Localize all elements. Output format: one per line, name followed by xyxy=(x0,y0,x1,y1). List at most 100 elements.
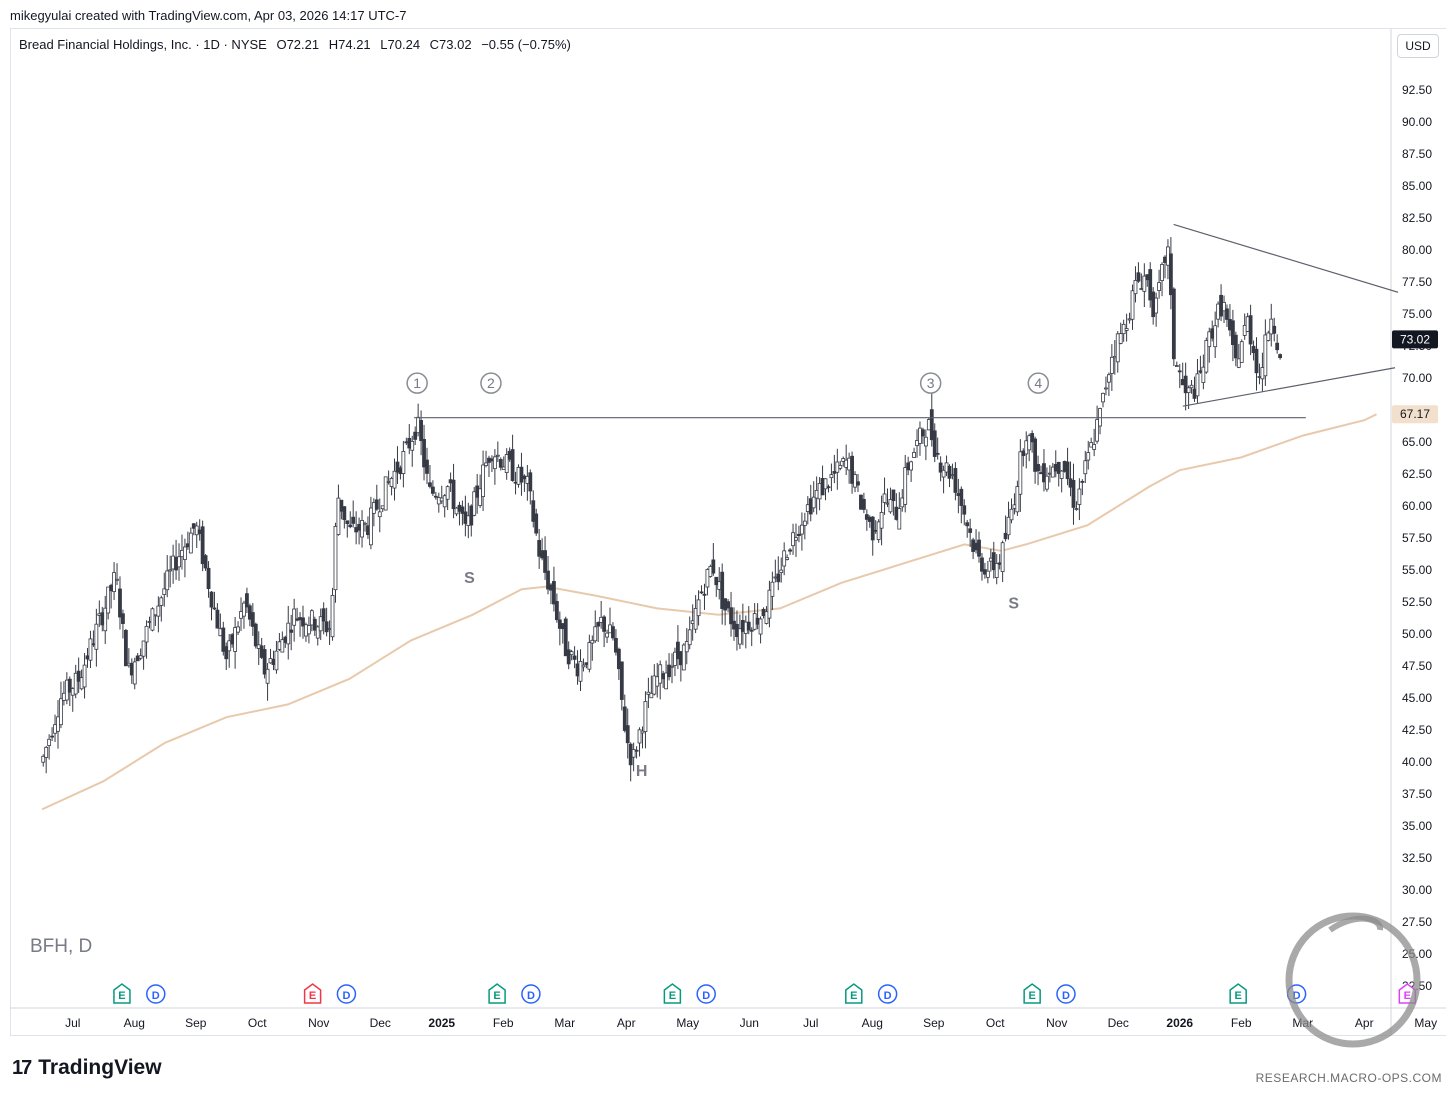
candle-body xyxy=(1027,435,1032,451)
candle-body xyxy=(242,602,246,617)
candle-body xyxy=(805,504,810,512)
dividend-marker xyxy=(1056,984,1076,1004)
y-tick-label: 85.00 xyxy=(1402,179,1432,193)
candle-body xyxy=(307,625,311,635)
candle-body xyxy=(138,655,143,659)
candle-body xyxy=(826,486,831,489)
candle-body xyxy=(652,675,657,695)
candle-body xyxy=(312,618,317,631)
chart-frame xyxy=(10,28,1446,1036)
currency-button[interactable]: USD xyxy=(1397,34,1439,58)
candle-body xyxy=(1186,387,1191,393)
candle-body xyxy=(953,468,958,493)
candle-body xyxy=(1216,303,1221,320)
candle-body xyxy=(398,467,403,475)
candle-body xyxy=(1133,280,1138,295)
x-tick-label: May xyxy=(1414,1016,1437,1030)
candle-body xyxy=(743,621,748,634)
candle-body xyxy=(1239,341,1244,363)
research-watermark: RESEARCH.MACRO-OPS.COM xyxy=(1255,1071,1442,1085)
candle-body xyxy=(861,498,866,510)
y-tick-label: 45.00 xyxy=(1402,691,1432,705)
candle-body xyxy=(233,627,238,652)
candle-body xyxy=(1045,475,1049,490)
candle-body xyxy=(897,508,902,530)
x-tick-label: Dec xyxy=(370,1016,391,1030)
candle-body xyxy=(298,617,302,621)
candle-body xyxy=(183,546,187,560)
y-tick-label: 90.00 xyxy=(1402,115,1432,129)
candle-body xyxy=(180,549,184,558)
candle-body xyxy=(495,454,500,457)
candle-body xyxy=(286,622,291,645)
candle-body xyxy=(389,478,394,487)
candle-body xyxy=(82,664,87,688)
candle-body xyxy=(91,643,96,646)
candle-body xyxy=(247,605,252,620)
candle-body xyxy=(1124,328,1129,331)
candle-body xyxy=(885,502,890,505)
candle-body xyxy=(678,651,683,666)
candle-body xyxy=(965,522,970,527)
earnings-marker xyxy=(1229,983,1247,1004)
y-tick-label: 80.00 xyxy=(1402,243,1432,257)
candle-body xyxy=(256,644,261,649)
candle-body xyxy=(726,601,730,609)
candle-body xyxy=(177,556,181,568)
candle-body xyxy=(791,532,795,547)
event-marker-label: D xyxy=(884,990,892,1002)
candle-body xyxy=(327,628,332,631)
candle-body xyxy=(941,469,946,478)
candle-body xyxy=(696,599,701,617)
candle-body xyxy=(466,515,471,526)
tradingview-logo[interactable]: 17 TradingView xyxy=(12,1056,162,1080)
candle-body xyxy=(1257,376,1262,378)
candle-body xyxy=(277,641,282,650)
candle-body xyxy=(1180,379,1185,386)
candle-body xyxy=(785,557,790,560)
candle-body xyxy=(923,436,928,447)
candle-body xyxy=(85,655,90,660)
candle-body xyxy=(596,622,601,627)
candle-body xyxy=(123,629,128,667)
candle-body xyxy=(348,524,353,528)
event-marker-label: E xyxy=(1235,990,1242,1002)
candle-body xyxy=(165,570,170,591)
candle-body xyxy=(814,489,819,499)
candle-body xyxy=(1251,345,1256,354)
candle-body xyxy=(404,441,409,444)
candle-body xyxy=(330,595,335,638)
candle-body xyxy=(1018,451,1023,495)
candle-body xyxy=(581,664,586,668)
candle-body xyxy=(1254,348,1259,374)
candle-body xyxy=(926,419,931,431)
candle-body xyxy=(988,557,993,562)
candle-body xyxy=(929,409,934,441)
candle-body xyxy=(501,466,506,470)
candle-body xyxy=(1074,508,1079,510)
candle-body xyxy=(79,677,84,690)
candle-body xyxy=(670,665,674,668)
x-tick-label: May xyxy=(676,1016,699,1030)
candle-body xyxy=(1145,274,1150,281)
candle-body xyxy=(1012,504,1017,509)
candle-body xyxy=(1157,282,1161,291)
dividend-marker xyxy=(696,984,716,1004)
candle-body xyxy=(637,729,642,744)
candle-body xyxy=(575,663,580,677)
candle-body xyxy=(578,661,583,682)
candle-body xyxy=(752,613,757,630)
candle-body xyxy=(1036,464,1040,472)
candle-body xyxy=(962,505,967,515)
candle-body xyxy=(1056,461,1061,474)
candle-body xyxy=(265,668,270,684)
candle-body xyxy=(112,572,116,593)
x-tick-label: 2025 xyxy=(428,1016,455,1030)
candle-body xyxy=(749,629,754,632)
x-tick-label: Aug xyxy=(862,1016,883,1030)
candle-body xyxy=(932,430,937,457)
candle-body xyxy=(430,486,435,494)
candle-body xyxy=(720,571,725,609)
candle-body xyxy=(755,617,760,625)
